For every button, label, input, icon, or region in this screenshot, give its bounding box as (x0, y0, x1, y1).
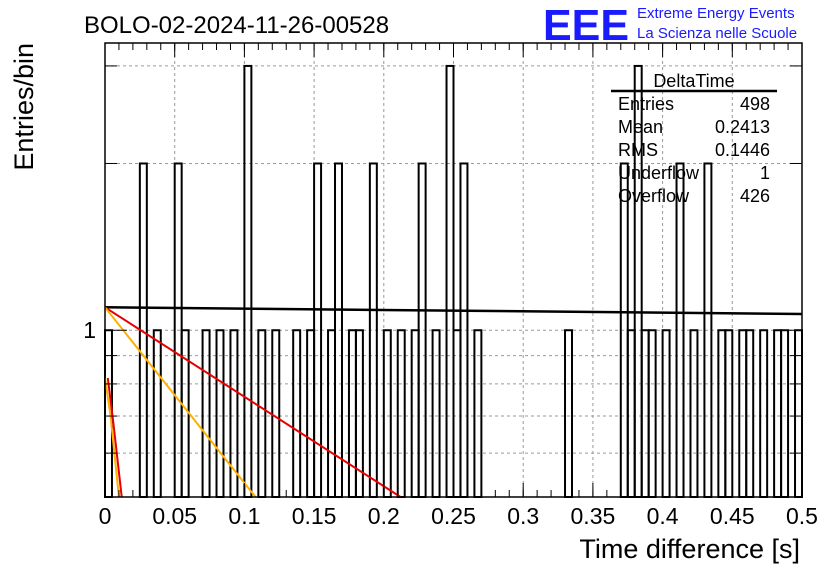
stats-title: DeltaTime (653, 71, 734, 91)
stats-value: 426 (740, 186, 770, 206)
fit-line (105, 306, 402, 497)
stats-label: RMS (618, 140, 658, 160)
logo-line-2: La Scienza nelle Scuole (637, 25, 797, 42)
x-tick-label: 0.2 (368, 503, 400, 529)
stats-value: 1 (760, 163, 770, 183)
stats-label: Mean (618, 117, 663, 137)
y-axis-title: Entries/bin (9, 43, 39, 171)
x-tick-label: 0.15 (292, 503, 337, 529)
logo-line-1: Extreme Energy Events (637, 5, 795, 22)
fit-line (105, 306, 257, 497)
x-tick-label: 0.5 (786, 503, 818, 529)
x-axis-title: Time difference [s] (579, 534, 800, 564)
stats-label: Overflow (618, 186, 690, 206)
plot-frame (104, 42, 803, 498)
x-tick-label: 0.35 (571, 503, 616, 529)
x-tick-label: 0.1 (228, 503, 260, 529)
x-tick-label: 0.25 (431, 503, 476, 529)
x-tick-label: 0.45 (710, 503, 755, 529)
logo-mark: EEE (543, 1, 629, 50)
fit-lines (105, 306, 802, 497)
stats-value: 0.1446 (715, 140, 770, 160)
x-tick-label: 0.4 (647, 503, 679, 529)
chart-title: BOLO-02-2024-11-26-00528 (84, 12, 389, 39)
x-tick-label: 0 (99, 503, 112, 529)
stats-box: DeltaTime Entries 498 Mean 0.2413 RMS 0.1446 U… (611, 71, 777, 206)
y-tick-label: 1 (83, 317, 96, 343)
fit-line (105, 306, 802, 316)
x-tick-label: 0.05 (152, 503, 197, 529)
stats-value: 498 (740, 94, 770, 114)
x-tick-label: 0.3 (507, 503, 539, 529)
fit-line (106, 377, 123, 497)
axes: 0 0.05 0.1 0.15 0.2 0.25 0.3 0.35 0.4 0.45 0.5 1 (83, 43, 818, 529)
stats-rows: Entries 498 Mean 0.2413 RMS 0.1446 Underflow 1 O… (618, 94, 770, 206)
stats-value: 0.2413 (715, 117, 770, 137)
stats-label: Underflow (618, 163, 700, 183)
stats-label: Entries (618, 94, 674, 114)
eee-logo: EEE Extreme Energy Events La Scienza nel… (543, 1, 797, 50)
